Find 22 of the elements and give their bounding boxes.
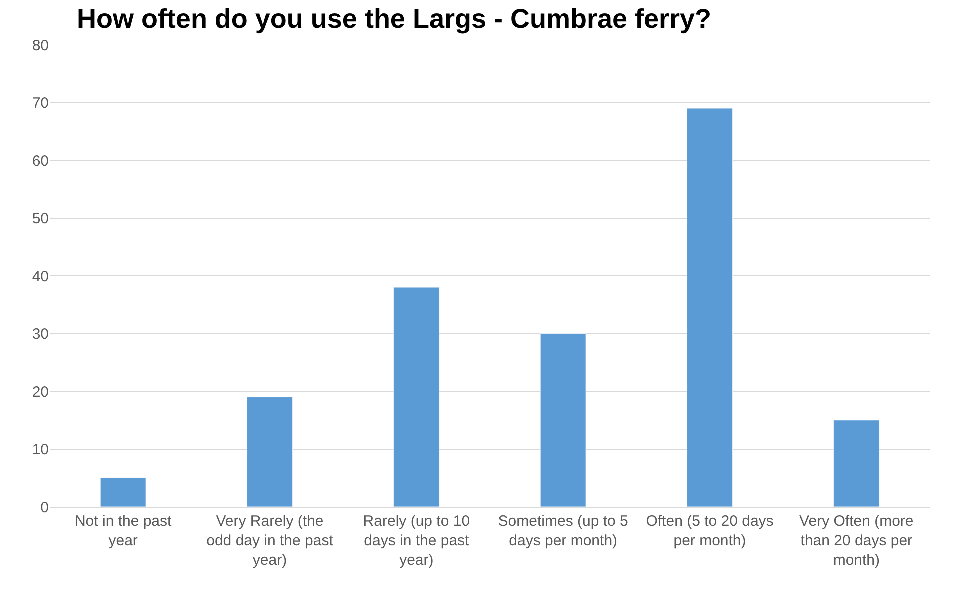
y-tick-label: 80 [32,37,49,54]
bar [834,420,880,507]
x-tick-label: Rarely (up to 10 days in the past year) [363,513,470,569]
y-tick-label: 0 [40,499,49,516]
chart-title: How often do you use the Largs - Cumbrae ferry? [76,4,712,34]
y-tick-label: 40 [32,268,49,286]
x-tick-label: Very Often (more than 20 days per month) [800,513,914,569]
x-tick-label: Very Rarely (the odd day in the past year) [206,513,334,569]
bar [100,478,146,507]
y-tick-label: 60 [32,152,49,170]
x-tick-label: Often (5 to 20 days per month) [646,513,774,550]
y-tick-label: 10 [32,442,49,458]
x-tick-label: Sometimes (up to 5 days per month) [498,513,628,550]
y-tick-label: 70 [32,95,49,112]
bar [247,397,293,507]
y-tick-label: 20 [32,384,49,401]
bar [687,108,733,507]
bar [394,287,440,507]
x-tick-label: Not in the past year [74,513,173,550]
bar [540,334,586,507]
y-tick-label: 50 [32,210,49,228]
y-tick-label: 30 [32,326,49,343]
